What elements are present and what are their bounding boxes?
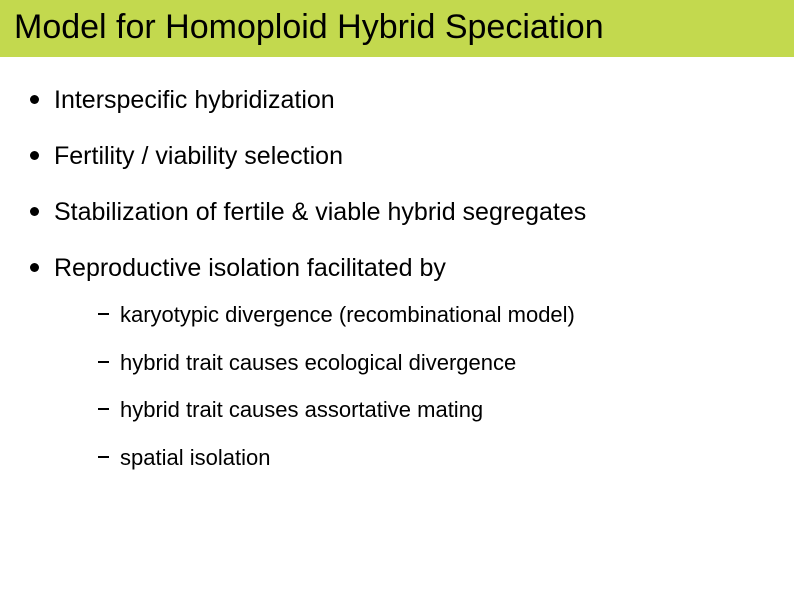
bullet-text: Reproductive isolation facilitated by: [54, 254, 446, 282]
list-item: hybrid trait causes ecological divergenc…: [94, 349, 772, 377]
list-item: spatial isolation: [94, 444, 772, 472]
title-band: Model for Homoploid Hybrid Speciation: [0, 0, 794, 57]
bullet-list: Interspecific hybridization Fertility / …: [22, 85, 772, 471]
sub-bullet-text: karyotypic divergence (recombinational m…: [120, 302, 575, 327]
sub-bullet-list: karyotypic divergence (recombinational m…: [54, 301, 772, 471]
bullet-text: Fertility / viability selection: [54, 142, 343, 170]
slide-title: Model for Homoploid Hybrid Speciation: [14, 8, 780, 47]
sub-bullet-text: hybrid trait causes assortative mating: [120, 397, 483, 422]
bullet-text: Interspecific hybridization: [54, 86, 335, 114]
sub-bullet-text: spatial isolation: [120, 445, 270, 470]
list-item: karyotypic divergence (recombinational m…: [94, 301, 772, 329]
sub-bullet-text: hybrid trait causes ecological divergenc…: [120, 350, 516, 375]
slide-body: Interspecific hybridization Fertility / …: [0, 57, 794, 471]
slide: Model for Homoploid Hybrid Speciation In…: [0, 0, 794, 595]
list-item: hybrid trait causes assortative mating: [94, 396, 772, 424]
bullet-text: Stabilization of fertile & viable hybrid…: [54, 198, 586, 226]
list-item: Interspecific hybridization: [22, 85, 772, 115]
list-item: Fertility / viability selection: [22, 141, 772, 171]
list-item: Stabilization of fertile & viable hybrid…: [22, 197, 772, 227]
list-item: Reproductive isolation facilitated by ka…: [22, 253, 772, 471]
